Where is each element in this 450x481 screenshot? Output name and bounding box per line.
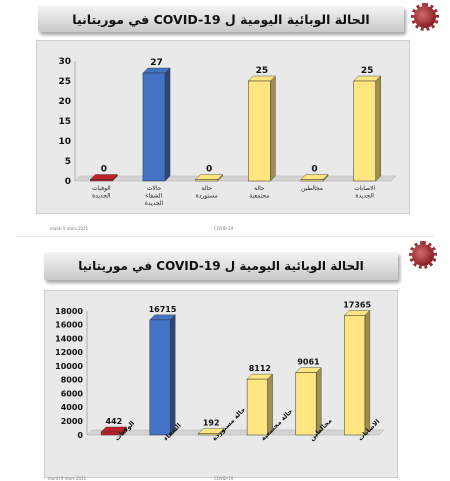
data-label: 9061: [297, 358, 320, 367]
slide-title: الحالة الوبائية اليومية ل COVID-19 في مو…: [44, 252, 398, 280]
chart-floor: [74, 175, 397, 182]
bar: [295, 367, 322, 436]
data-label: 27: [150, 58, 163, 68]
daily-bar-chart: 0510152025300الوفياتالجديدة27حالاتالشفاء…: [58, 57, 397, 207]
y-tick-label: 4000: [61, 403, 84, 412]
y-tick-label: 20: [58, 97, 71, 107]
bar: [149, 314, 176, 436]
bar: [197, 428, 225, 436]
data-label: 25: [361, 66, 374, 76]
bar: [246, 373, 274, 436]
data-label: 25: [256, 66, 269, 76]
footer-date: mardi 9 mars 2021: [50, 226, 89, 231]
data-label: 0: [101, 165, 107, 175]
bar: [142, 67, 171, 182]
footer-label: COVID-19: [214, 476, 234, 481]
footer-label: COVID-19: [214, 226, 234, 231]
y-tick-label: 10: [58, 137, 71, 147]
coronavirus-icon: [409, 241, 437, 269]
category-label: حالات: [147, 185, 162, 192]
data-label: 16715: [149, 305, 177, 314]
y-tick-label: 16000: [55, 321, 83, 330]
category-label: مخالطين: [301, 185, 323, 192]
category-label: الجديدة: [92, 193, 111, 200]
bar: [195, 174, 224, 182]
category-label: حالة: [201, 185, 212, 192]
category-label: الوفيات: [92, 185, 111, 192]
category-label: الجديدة: [355, 193, 374, 200]
y-tick-label: 10000: [55, 362, 83, 371]
y-tick-label: 5: [65, 157, 71, 167]
chart-panel: 0 5 10 15 20 25 30 0 الوفيات الجديدة 27 حالات الشفاء…: [36, 40, 410, 214]
y-tick-label: 30: [58, 57, 71, 67]
category-label: الشفاء: [146, 193, 163, 200]
y-tick-label: 14000: [55, 334, 83, 343]
y-tick-label: 0: [65, 177, 71, 187]
chart-floor: [86, 429, 385, 436]
y-tick-label: 12000: [55, 348, 83, 357]
slide-title: الحالة الوبائية اليومية ل COVID-19 في مو…: [38, 6, 404, 32]
y-tick-label: 15: [58, 117, 71, 127]
chart-panel: 0 2000 4000 6000 8000 10000 12000 14000 16000 180…: [44, 290, 398, 478]
bar: [247, 75, 276, 182]
data-label: 8112: [249, 364, 271, 373]
coronavirus-icon: [411, 3, 439, 31]
data-label: 0: [206, 165, 212, 175]
bar: [353, 75, 382, 182]
bar: [100, 426, 128, 436]
footer-date: mardi 9 mars 2021: [48, 476, 87, 481]
y-tick-label: 0: [77, 431, 83, 440]
data-label: 442: [105, 417, 122, 426]
category-label: مجتمعية: [249, 193, 269, 200]
slide-1: الحالة الوبائية اليومية ل COVID-19 في مو…: [16, 0, 439, 237]
category-label: حالة: [254, 185, 265, 192]
data-label: 192: [203, 419, 220, 428]
bar: [89, 174, 118, 182]
slide-2: الحالة الوبائية اليومية ل COVID-19 في مو…: [16, 241, 437, 481]
y-tick-label: 2000: [61, 417, 84, 426]
bar: [343, 309, 371, 436]
cumulative-bar-chart: 0 2000 4000 6000 8000 10000 12000 14000 16000 180…: [55, 300, 385, 442]
y-tick-label: 25: [58, 77, 71, 87]
category-label: مستوردة: [196, 193, 218, 200]
data-label: 17365: [343, 300, 371, 309]
y-tick-label: 18000: [55, 307, 83, 316]
data-label: 0: [311, 165, 317, 175]
category-label: الجديدة: [145, 200, 164, 207]
y-tick-label: 8000: [61, 376, 84, 385]
category-label: الاصابات: [354, 185, 375, 192]
y-tick-label: 6000: [61, 389, 84, 398]
bar: [300, 174, 329, 182]
